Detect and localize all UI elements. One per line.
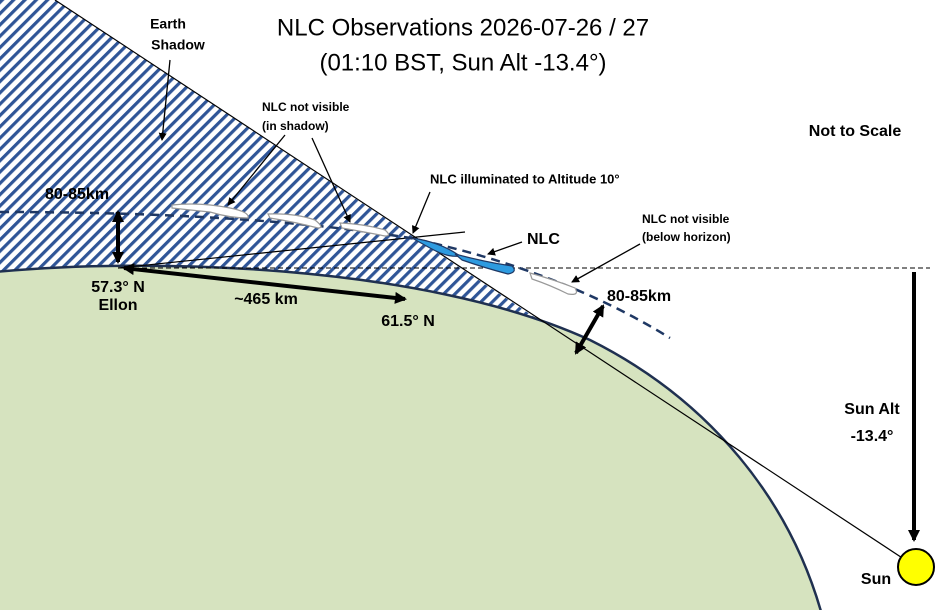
clouds-shadow (171, 203, 390, 237)
label: NLC illuminated to Altitude 10° (430, 171, 620, 186)
label: ~465 km (234, 291, 298, 308)
shadow-line (54, 0, 917, 568)
label: 61.5° N (381, 313, 435, 330)
label: Not to Scale (809, 123, 902, 140)
sun (897, 548, 935, 586)
label: Ellon (98, 297, 137, 314)
label: Earth (150, 16, 186, 32)
label: NLC (527, 231, 560, 248)
label: 80-85km (607, 288, 671, 305)
label: NLC not visible (642, 212, 730, 226)
label: Sun (861, 571, 891, 588)
cloud-below-horizon (529, 272, 578, 295)
title: NLC Observations 2026-07-26 / 27 (277, 14, 649, 41)
label: Sun Alt (844, 401, 900, 418)
label: Shadow (151, 37, 205, 53)
label: 57.3° N (91, 279, 145, 296)
nlc-lit (411, 237, 515, 275)
label: (below horizon) (642, 230, 731, 244)
pointer-arrows (158, 59, 641, 283)
label: 80-85km (45, 186, 109, 203)
nlc-layer (0, 210, 671, 340)
label: -13.4° (851, 428, 894, 445)
subtitle: (01:10 BST, Sun Alt -13.4°) (319, 49, 606, 76)
label: NLC not visible (262, 100, 350, 114)
measure-arrows (112, 210, 920, 542)
label: (in shadow) (262, 119, 329, 133)
